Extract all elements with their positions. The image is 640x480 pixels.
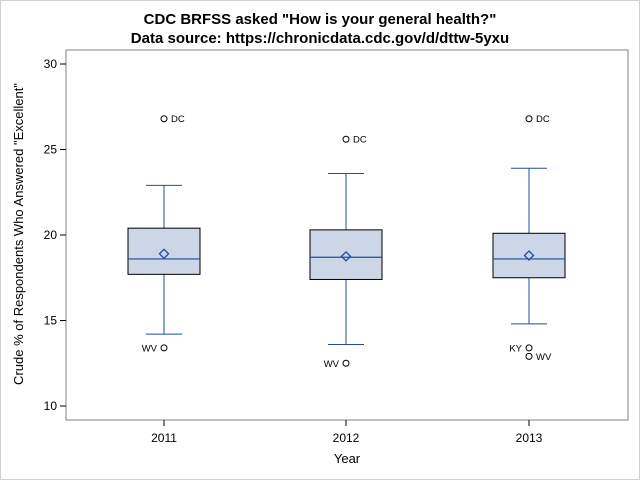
outlier-label: DC	[536, 114, 550, 125]
outlier-point	[342, 359, 350, 367]
outlier-label: DC	[353, 135, 367, 146]
mean-marker	[523, 250, 535, 261]
y-tick-label: 10	[44, 399, 58, 413]
mean-marker	[340, 250, 352, 262]
y-tick-label: 20	[44, 228, 58, 242]
x-axis-label: Year	[334, 451, 361, 466]
iqr-box	[309, 229, 383, 280]
outlier-point	[525, 352, 533, 360]
outlier-point	[525, 344, 533, 352]
chart-subtitle: Data source: https://chronicdata.cdc.gov…	[130, 30, 510, 47]
y-tick-label: 25	[44, 143, 58, 157]
y-tick-label: 15	[44, 314, 58, 328]
outlier-point	[160, 344, 168, 352]
iqr-box	[127, 227, 201, 275]
outlier-label: WV	[536, 352, 552, 363]
box-2012: DC WV	[309, 135, 383, 370]
x-tick-label: 2013	[516, 431, 543, 445]
iqr-box	[492, 232, 566, 279]
x-tick-label: 2012	[333, 431, 360, 445]
outlier-label: WV	[324, 359, 340, 370]
outlier-label: WV	[142, 343, 158, 354]
box-2013: DC KY WV	[492, 114, 566, 363]
y-axis-label: Crude % of Respondents Who Answered "Exc…	[11, 83, 26, 385]
outlier-label: DC	[171, 114, 185, 125]
outlier-label: KY	[509, 343, 522, 354]
y-tick-label: 30	[44, 57, 58, 71]
x-tick-label: 2011	[151, 431, 177, 445]
outlier-point	[342, 135, 350, 143]
chart-title: CDC BRFSS asked "How is your general hea…	[143, 11, 497, 28]
box-2011: DC WV	[127, 114, 201, 354]
mean-marker	[158, 248, 170, 260]
outlier-point	[525, 115, 533, 123]
outlier-point	[160, 115, 168, 123]
